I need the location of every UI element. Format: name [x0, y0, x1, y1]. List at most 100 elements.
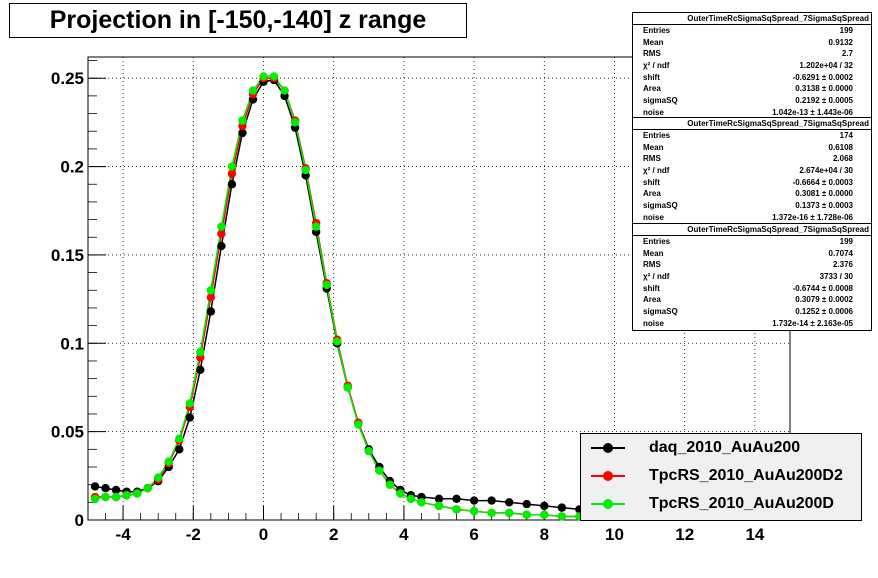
data-point-0 — [101, 483, 110, 493]
data-point-2 — [322, 280, 331, 290]
data-point-2 — [164, 457, 173, 466]
chart-title-box: Projection in [-150,-140] z range — [9, 3, 467, 38]
data-point-2 — [557, 512, 567, 521]
data-point-2 — [238, 116, 247, 125]
data-point-0 — [540, 501, 549, 511]
data-point-2 — [259, 72, 268, 81]
stats-value: 2.068 — [832, 154, 853, 164]
legend-entry: daq_2010_AuAu200 — [581, 434, 861, 462]
stats-key: Entries — [643, 26, 671, 35]
data-point-2 — [354, 420, 363, 429]
data-point-2 — [248, 86, 258, 95]
data-point-0 — [185, 413, 194, 422]
stats-box-title: OuterTimeRcSigmaSqSpread_7SigmaSqSpread — [633, 224, 871, 236]
data-point-0 — [505, 498, 514, 507]
stats-value: 0.1252 ± 0.0006 — [795, 307, 853, 317]
stats-value: 1.372e-16 ± 1.728e-06 — [772, 212, 853, 222]
x-tick-label: 12 — [675, 525, 694, 544]
stats-row: Mean 0.9132 — [633, 37, 871, 49]
stats-value: -0.6744 ± 0.0008 — [792, 283, 853, 293]
data-point-2 — [132, 489, 142, 498]
stats-value: -0.6664 ± 0.0003 — [792, 177, 853, 187]
stats-key: Area — [643, 295, 661, 305]
data-point-2 — [217, 222, 226, 231]
y-tick-label: 0.2 — [60, 158, 84, 177]
stats-key: sigmaSQ — [643, 307, 678, 317]
data-point-2 — [385, 480, 395, 489]
stats-row: Mean 0.7074 — [633, 248, 871, 260]
y-tick-label: 0.25 — [51, 69, 84, 88]
stats-row: Area 0.3081 ± 0.0000 — [633, 188, 871, 200]
data-point-2 — [469, 506, 479, 516]
x-tick-label: 4 — [399, 525, 409, 544]
x-tick-label: -4 — [116, 525, 132, 544]
stats-value: 0.1373 ± 0.0003 — [795, 201, 853, 211]
legend-marker-icon — [603, 499, 613, 509]
data-point-0 — [206, 307, 216, 316]
stats-value: 0.3138 ± 0.0000 — [795, 84, 853, 94]
stats-row: shift -0.6664 ± 0.0003 — [633, 177, 871, 189]
stats-value: 0.9132 — [828, 37, 853, 47]
stats-key: sigmaSQ — [643, 96, 678, 106]
data-point-0 — [90, 482, 100, 491]
stats-row: χ² / ndf 2.674e+04 / 30 — [633, 165, 871, 177]
stats-value: 1.042e-13 ± 1.443e-06 — [772, 107, 853, 117]
data-point-0 — [175, 445, 184, 454]
stats-value: 2.7 — [841, 49, 853, 59]
data-point-2 — [269, 72, 279, 81]
data-point-0 — [196, 365, 205, 374]
y-tick-label: 0 — [75, 511, 84, 530]
data-point-0 — [452, 494, 461, 503]
data-point-2 — [333, 337, 342, 346]
stats-box-title: OuterTimeRcSigmaSqSpread_7SigmaSqSpread — [633, 118, 871, 130]
x-tick-label: 8 — [540, 525, 549, 544]
stats-box: OuterTimeRcSigmaSqSpread_7SigmaSqSpread E… — [632, 12, 872, 120]
data-point-2 — [311, 222, 321, 231]
stats-row: Entries 199 — [633, 25, 871, 37]
data-point-2 — [185, 399, 194, 408]
data-point-2 — [227, 162, 237, 171]
legend-entry: TpcRS_2010_AuAu200D — [581, 490, 861, 518]
data-point-2 — [301, 165, 310, 175]
legend: daq_2010_AuAu200 TpcRS_2010_AuAu200D2 TpcR… — [580, 433, 862, 521]
stats-row: noise 1.372e-16 ± 1.728e-06 — [633, 212, 871, 224]
stats-row: RMS 2.068 — [633, 153, 871, 165]
stats-value: 0.3079 ± 0.0002 — [795, 295, 853, 305]
x-tick-label: 2 — [329, 525, 338, 544]
stats-key: Entries — [643, 131, 671, 140]
data-point-2 — [290, 118, 300, 127]
stats-key: Area — [643, 189, 661, 199]
stats-key: Mean — [643, 37, 664, 47]
data-point-0 — [434, 494, 444, 503]
legend-label: TpcRS_2010_AuAu200D2 — [649, 467, 843, 484]
data-point-0 — [111, 485, 121, 495]
stats-row: χ² / ndf 1.202e+04 / 32 — [633, 60, 871, 72]
data-point-2 — [406, 494, 416, 503]
stats-box: OuterTimeRcSigmaSqSpread_7SigmaSqSpread E… — [632, 117, 872, 225]
legend-marker-icon — [603, 471, 613, 481]
stats-key: RMS — [643, 49, 661, 59]
data-point-0 — [217, 241, 226, 251]
data-point-2 — [101, 492, 110, 502]
x-tick-label: -2 — [186, 525, 201, 544]
stats-key: χ² / ndf — [643, 61, 670, 71]
data-point-2 — [417, 498, 426, 507]
x-tick-label: 14 — [745, 525, 764, 544]
stats-row: Entries 174 — [633, 130, 871, 142]
stats-row: noise 1.042e-13 ± 1.443e-06 — [633, 107, 871, 119]
stats-row: RMS 2.7 — [633, 48, 871, 60]
legend-entry: TpcRS_2010_AuAu200D2 — [581, 462, 861, 490]
y-tick-label: 0.1 — [60, 334, 84, 353]
data-point-2 — [540, 510, 549, 519]
stats-key: shift — [643, 177, 660, 187]
stats-value: 2.674e+04 / 30 — [799, 166, 853, 176]
data-point-2 — [280, 86, 289, 95]
data-point-2 — [375, 466, 384, 475]
data-point-2 — [122, 491, 131, 500]
stats-row: sigmaSQ 0.1252 ± 0.0006 — [633, 306, 871, 318]
stats-box: OuterTimeRcSigmaSqSpread_7SigmaSqSpread E… — [632, 223, 872, 331]
stats-value: -0.6291 ± 0.0002 — [792, 72, 853, 82]
stats-key: noise — [643, 107, 664, 117]
stats-key: Mean — [643, 142, 664, 152]
stats-value: 0.3081 ± 0.0000 — [795, 189, 853, 199]
